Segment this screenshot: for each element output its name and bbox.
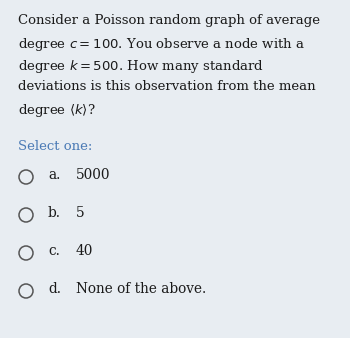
Text: Select one:: Select one: [18,140,92,153]
Text: deviations is this observation from the mean: deviations is this observation from the … [18,80,316,93]
Text: Consider a Poisson random graph of average: Consider a Poisson random graph of avera… [18,14,320,27]
Text: d.: d. [48,282,61,296]
Text: c.: c. [48,244,60,258]
Text: None of the above.: None of the above. [76,282,206,296]
Text: a.: a. [48,168,60,182]
Text: b.: b. [48,206,61,220]
Text: 5: 5 [76,206,85,220]
Text: 5000: 5000 [76,168,111,182]
Text: degree $\langle k \rangle$?: degree $\langle k \rangle$? [18,102,96,119]
Text: degree $k = 500$. How many standard: degree $k = 500$. How many standard [18,58,264,75]
Text: 40: 40 [76,244,93,258]
Text: degree $c = 100$. You observe a node with a: degree $c = 100$. You observe a node wit… [18,36,305,53]
